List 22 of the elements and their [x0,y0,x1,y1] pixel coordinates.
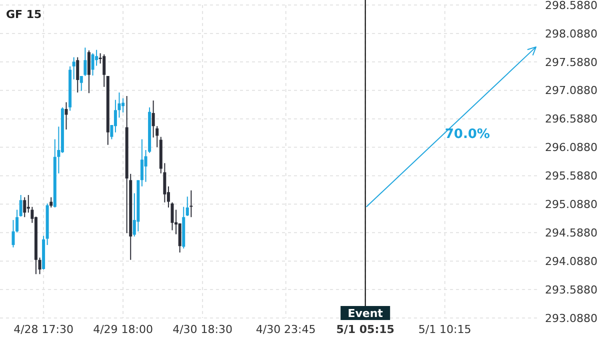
y-tick-label: 296.0880 [545,141,598,154]
x-tick-label: 4/30 23:45 [256,323,316,336]
y-tick-label: 295.5880 [545,170,598,183]
x-tick-label: 5/1 10:15 [418,323,472,336]
x-tick-label: 4/29 18:00 [93,323,153,336]
chart-title: GF 15 [6,8,42,21]
ref-line-label: Event [348,307,383,320]
y-tick-label: 294.0880 [545,254,598,268]
y-tick-label: 298.0880 [545,27,598,40]
y-tick-label: 297.5880 [545,56,598,69]
x-tick-label: 4/30 18:30 [172,323,232,336]
annotation: 70.0% [444,126,490,142]
y-tick-label: 293.0880 [545,312,598,325]
y-tick-label: 297.0880 [545,84,598,98]
y-tick-label: 294.5880 [545,226,598,240]
y-tick-label: 293.5880 [545,283,598,296]
x-tick-label: 4/28 17:30 [14,323,74,336]
y-tick-label: 298.5880 [545,0,598,12]
y-tick-label: 296.5880 [545,112,598,126]
y-tick-label: 295.0880 [545,198,598,212]
candlestick [190,190,193,218]
x-tick-label: 5/1 05:15 [336,323,394,336]
